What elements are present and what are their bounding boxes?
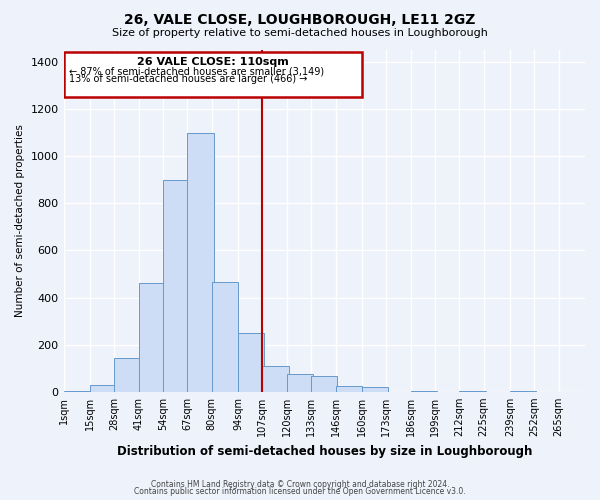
Bar bbox=[64, 390, 90, 392]
Text: 26 VALE CLOSE: 110sqm: 26 VALE CLOSE: 110sqm bbox=[137, 57, 289, 67]
Text: ← 87% of semi-detached houses are smaller (3,149): ← 87% of semi-detached houses are smalle… bbox=[69, 66, 324, 76]
Bar bbox=[187, 132, 214, 392]
Bar bbox=[460, 390, 485, 392]
Bar bbox=[335, 386, 362, 392]
Bar bbox=[114, 358, 140, 392]
Text: Contains public sector information licensed under the Open Government Licence v3: Contains public sector information licen… bbox=[134, 488, 466, 496]
Bar bbox=[311, 376, 337, 392]
Text: 13% of semi-detached houses are larger (466) →: 13% of semi-detached houses are larger (… bbox=[69, 74, 308, 84]
Bar bbox=[139, 284, 165, 392]
Bar bbox=[90, 384, 116, 392]
Bar bbox=[510, 390, 536, 392]
Bar bbox=[212, 282, 238, 392]
FancyBboxPatch shape bbox=[64, 52, 362, 97]
Bar bbox=[262, 366, 289, 392]
Text: Contains HM Land Registry data © Crown copyright and database right 2024.: Contains HM Land Registry data © Crown c… bbox=[151, 480, 449, 489]
Bar bbox=[362, 387, 388, 392]
X-axis label: Distribution of semi-detached houses by size in Loughborough: Distribution of semi-detached houses by … bbox=[116, 444, 532, 458]
Bar bbox=[238, 333, 264, 392]
Bar bbox=[287, 374, 313, 392]
Text: 26, VALE CLOSE, LOUGHBOROUGH, LE11 2GZ: 26, VALE CLOSE, LOUGHBOROUGH, LE11 2GZ bbox=[124, 12, 476, 26]
Text: Size of property relative to semi-detached houses in Loughborough: Size of property relative to semi-detach… bbox=[112, 28, 488, 38]
Bar bbox=[410, 390, 437, 392]
Y-axis label: Number of semi-detached properties: Number of semi-detached properties bbox=[15, 124, 25, 318]
Bar bbox=[163, 180, 189, 392]
